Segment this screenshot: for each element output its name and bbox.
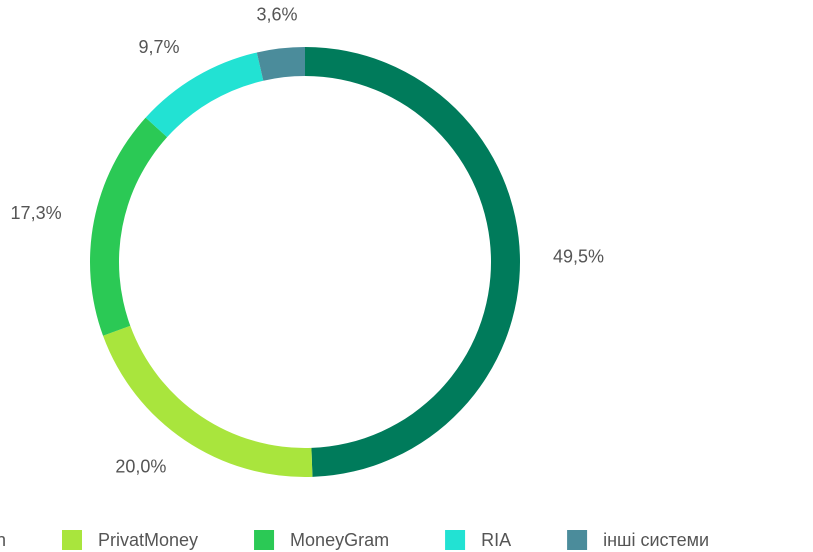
donut-segment (256, 47, 305, 81)
data-label: 17,3% (11, 203, 62, 223)
legend-swatch (62, 530, 82, 550)
donut-segment (145, 52, 264, 138)
data-label: 49,5% (553, 246, 604, 266)
legend-swatch (445, 530, 466, 550)
legend-label: PrivatMoney (98, 530, 198, 550)
legend-label: Western Union (0, 530, 6, 550)
donut-segment (89, 117, 168, 336)
legend-swatch (254, 530, 275, 550)
data-label: 20,0% (115, 456, 166, 476)
legend-label: MoneyGram (290, 530, 389, 550)
data-label: 3,6% (257, 4, 298, 24)
legend-label: інші системи (603, 530, 709, 550)
data-label: 9,7% (139, 37, 180, 57)
donut-segment (305, 47, 520, 477)
legend-swatch (567, 530, 588, 550)
legend-label: RIA (481, 530, 511, 550)
donut-segment (103, 325, 313, 477)
